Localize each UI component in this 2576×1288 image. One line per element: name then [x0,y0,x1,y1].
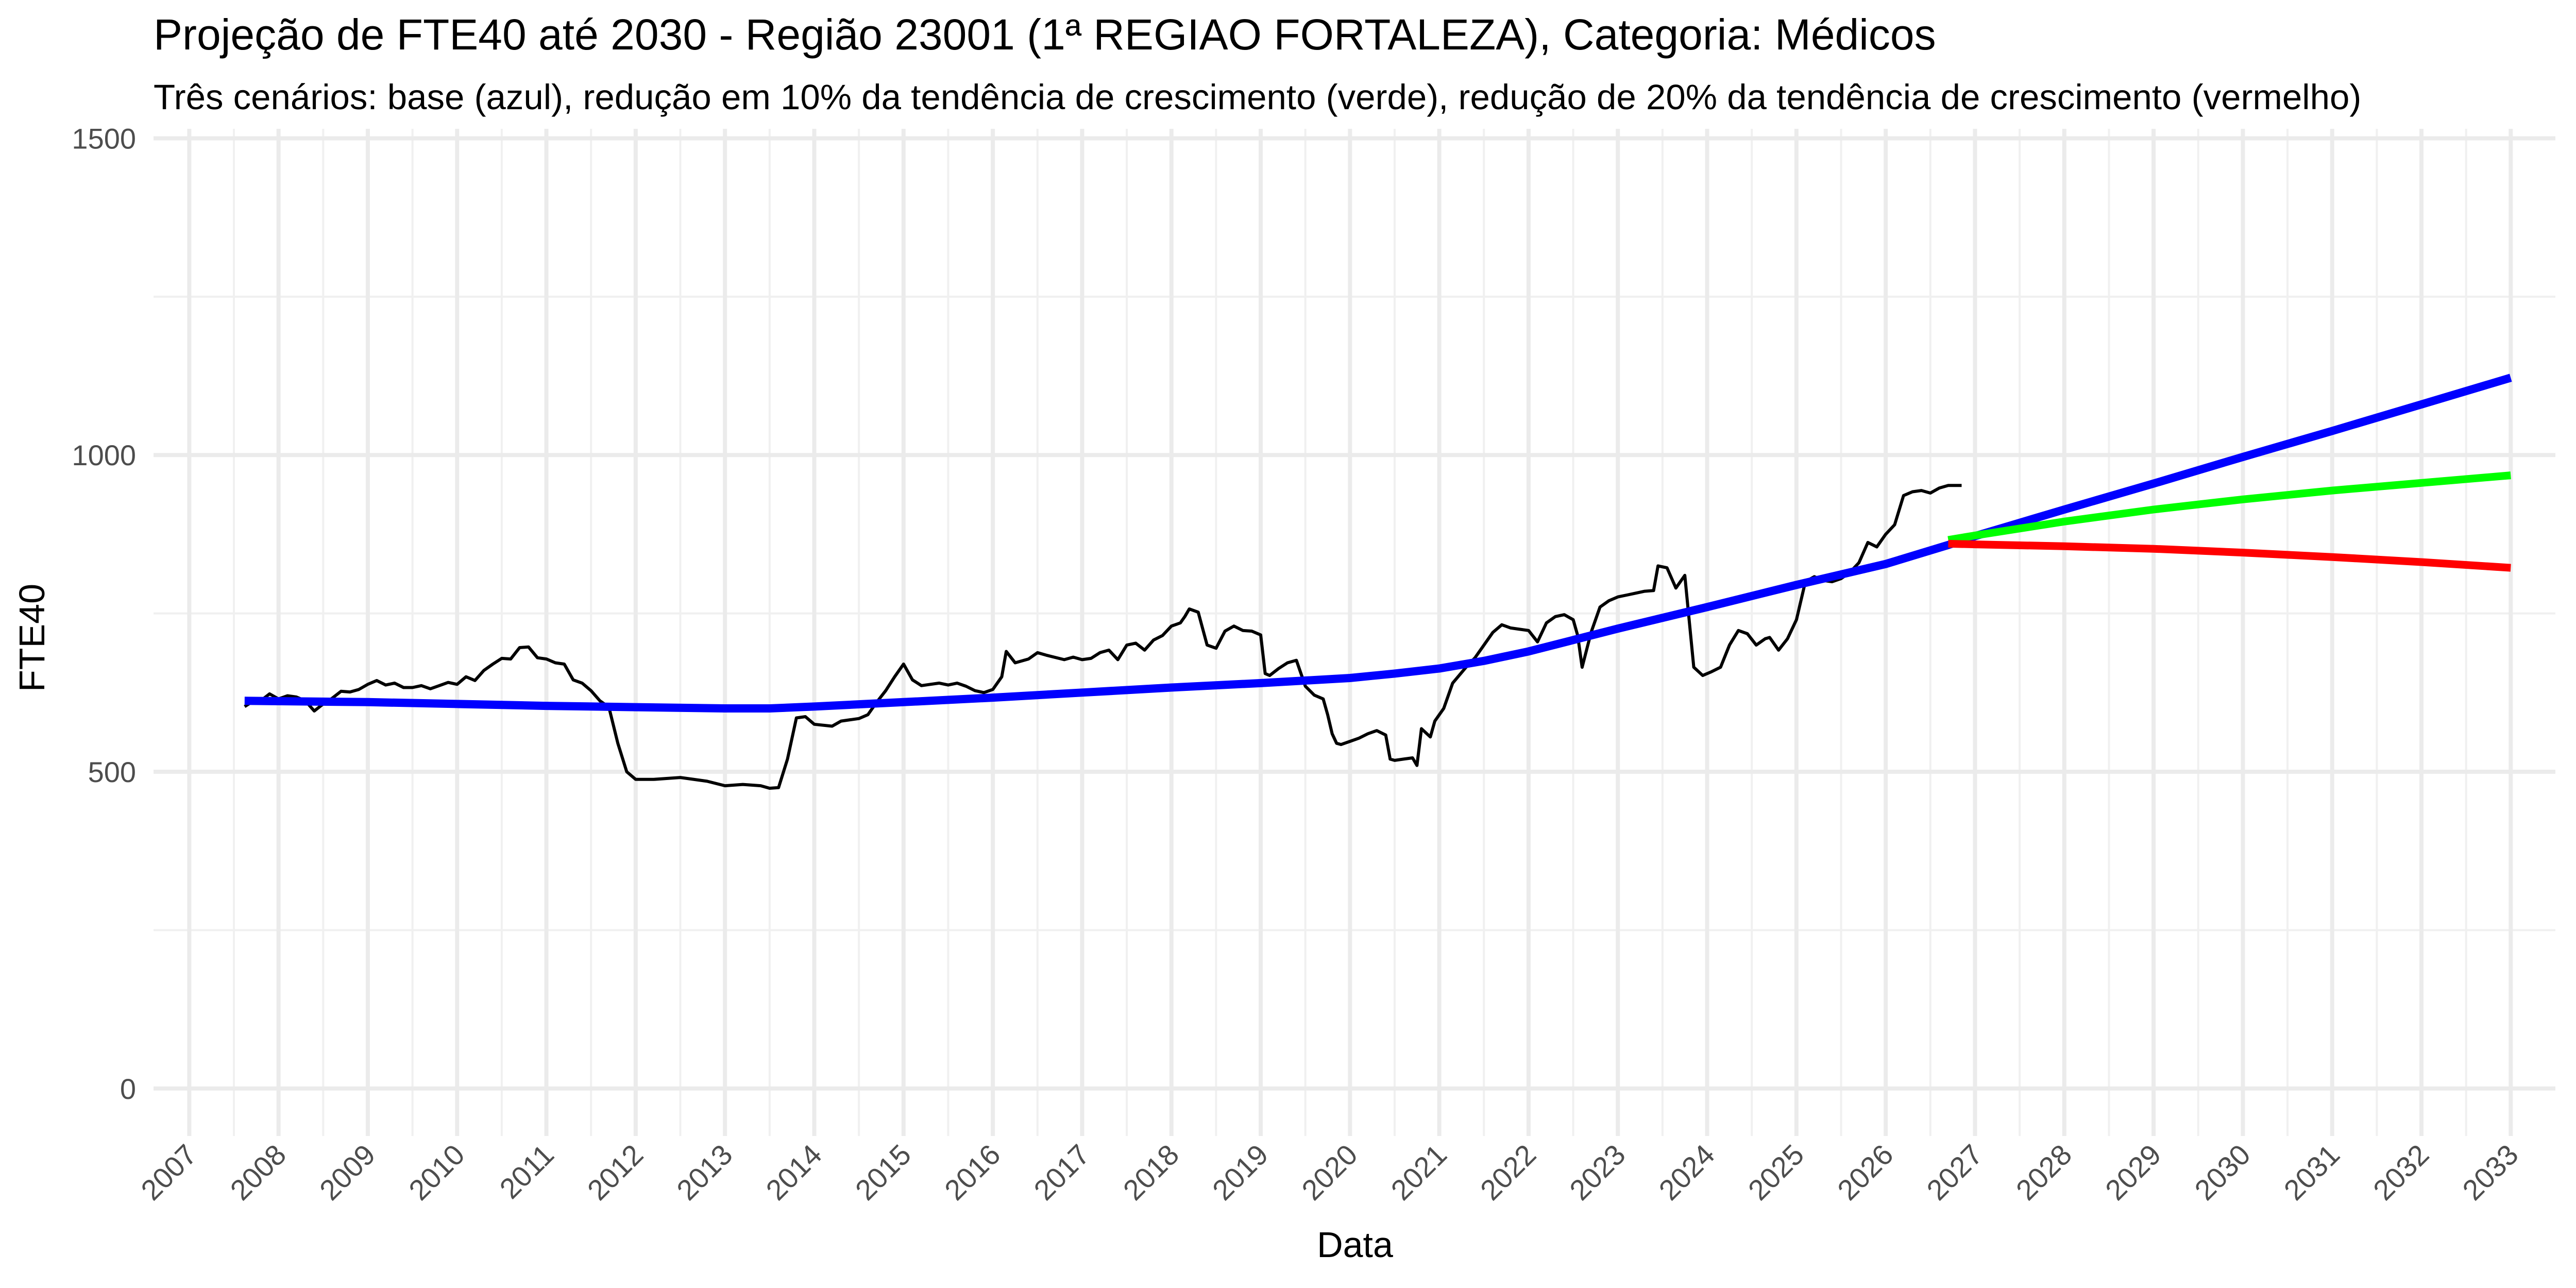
x-tick-label: 2014 [759,1138,828,1207]
x-tick-label: 2015 [849,1138,918,1207]
x-axis-ticks: 2007 2008 2009 2010 2011 2012 2013 2014 2015 2016… [134,1138,2524,1207]
x-tick-label: 2017 [1027,1138,1096,1207]
x-tick-label: 2023 [1563,1138,1632,1207]
x-tick-label: 2024 [1652,1138,1721,1207]
y-axis-ticks: 0 500 1000 1500 [72,122,136,1105]
x-tick-label: 2025 [1742,1138,1810,1207]
x-tick-label: 2026 [1831,1138,1900,1207]
x-tick-label: 2030 [2188,1138,2257,1207]
x-tick-label: 2007 [134,1138,203,1207]
x-tick-label: 2008 [224,1138,292,1207]
series-line-observed [244,484,1962,790]
x-tick-label: 2032 [2367,1138,2435,1207]
x-tick-label: 2016 [938,1138,1007,1207]
y-tick-label: 500 [88,756,136,788]
x-axis-title: Data [1317,1225,1393,1265]
grid-minor [154,129,2555,1136]
series-line-scenario-20 [1948,539,2511,572]
grid-major [154,129,2555,1136]
series-group [244,374,2512,790]
series-line-scenario-10 [1947,471,2511,544]
x-tick-label: 2029 [2099,1138,2167,1207]
x-tick-label: 2027 [1920,1138,1989,1207]
y-tick-label: 1000 [72,439,136,471]
y-tick-label: 1500 [72,122,136,155]
x-tick-label: 2020 [1295,1138,1364,1207]
x-tick-label: 2028 [2010,1138,2078,1207]
x-tick-label: 2012 [581,1138,650,1207]
y-axis-title: FTE40 [12,584,52,692]
x-tick-label: 2033 [2456,1138,2524,1207]
x-tick-label: 2011 [493,1138,560,1205]
chart-title: Projeção de FTE40 até 2030 - Região 2300… [154,10,1936,59]
x-tick-label: 2010 [402,1138,471,1207]
x-tick-label: 2021 [1384,1138,1453,1207]
x-tick-label: 2013 [670,1138,739,1207]
x-tick-label: 2022 [1474,1138,1543,1207]
y-tick-label: 0 [120,1073,136,1105]
x-tick-label: 2009 [313,1138,382,1207]
chart-subtitle: Três cenários: base (azul), redução em 1… [154,77,2361,117]
series-line-base [244,374,2512,713]
x-tick-label: 2018 [1117,1138,1185,1207]
x-tick-label: 2019 [1206,1138,1275,1207]
x-tick-label: 2031 [2278,1138,2346,1207]
